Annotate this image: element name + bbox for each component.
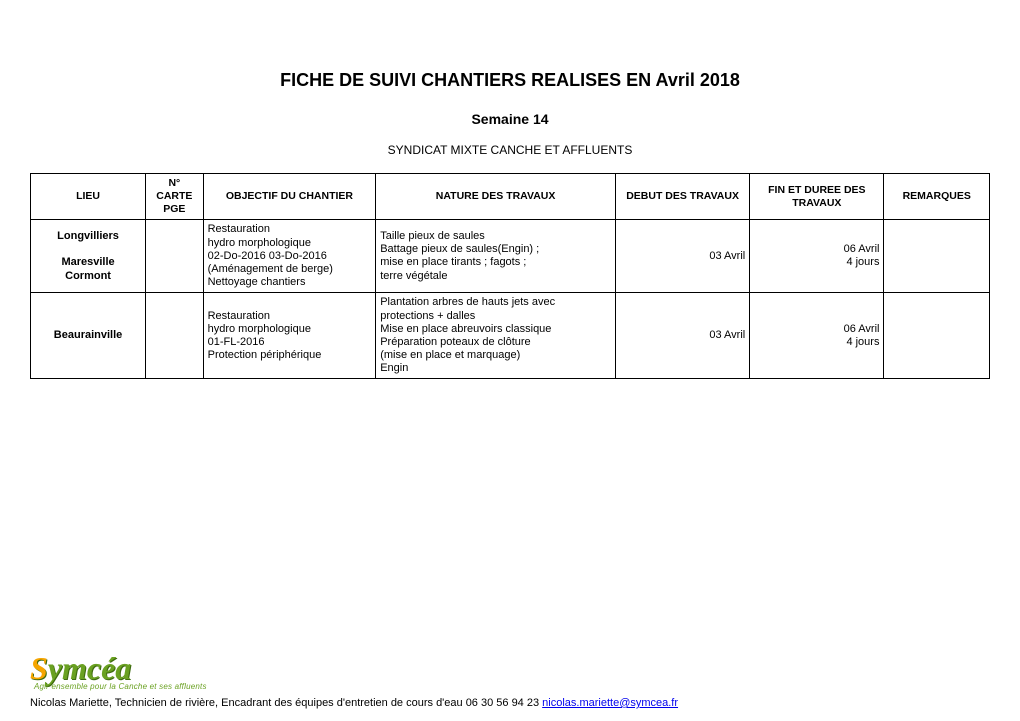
- table-header-row: LIEU N° CARTE PGE OBJECTIF DU CHANTIER N…: [31, 174, 990, 220]
- cell-remarques: [884, 293, 990, 379]
- col-fin: FIN ET DUREE DES TRAVAUX: [750, 174, 884, 220]
- col-remarques: REMARQUES: [884, 174, 990, 220]
- logo-rest: ymcéa: [48, 650, 132, 686]
- cell-objectif: Restauration hydro morphologique 02-Do-2…: [203, 220, 376, 293]
- cell-nature: Plantation arbres de hauts jets avec pro…: [376, 293, 616, 379]
- page-subtitle: Semaine 14: [30, 111, 990, 127]
- logo-text: Symcéa: [30, 650, 131, 686]
- cell-fin: 06 Avril 4 jours: [750, 293, 884, 379]
- cell-lieu: Beaurainville: [31, 293, 146, 379]
- cell-carte: [146, 220, 204, 293]
- cell-remarques: [884, 220, 990, 293]
- document-page: FICHE DE SUIVI CHANTIERS REALISES EN Avr…: [0, 0, 1020, 399]
- logo: Symcéa Agir ensemble pour la Canche et s…: [30, 652, 990, 691]
- footer-text: Nicolas Mariette, Technicien de rivière,…: [30, 697, 542, 709]
- footer: Symcéa Agir ensemble pour la Canche et s…: [30, 652, 990, 709]
- chantiers-table: LIEU N° CARTE PGE OBJECTIF DU CHANTIER N…: [30, 173, 990, 379]
- cell-fin: 06 Avril 4 jours: [750, 220, 884, 293]
- table-row: Beaurainville Restauration hydro morphol…: [31, 293, 990, 379]
- logo-accent-letter: S: [30, 650, 48, 686]
- page-title: FICHE DE SUIVI CHANTIERS REALISES EN Avr…: [30, 70, 990, 91]
- footer-contact: Nicolas Mariette, Technicien de rivière,…: [30, 697, 990, 709]
- table-row: Longvilliers Maresville Cormont Restaura…: [31, 220, 990, 293]
- cell-objectif: Restauration hydro morphologique 01-FL-2…: [203, 293, 376, 379]
- cell-debut: 03 Avril: [615, 293, 749, 379]
- cell-debut: 03 Avril: [615, 220, 749, 293]
- col-nature: NATURE DES TRAVAUX: [376, 174, 616, 220]
- col-objectif: OBJECTIF DU CHANTIER: [203, 174, 376, 220]
- footer-email-link[interactable]: nicolas.mariette@symcea.fr: [542, 697, 678, 709]
- cell-lieu: Longvilliers Maresville Cormont: [31, 220, 146, 293]
- cell-nature: Taille pieux de saules Battage pieux de …: [376, 220, 616, 293]
- cell-carte: [146, 293, 204, 379]
- col-carte: N° CARTE PGE: [146, 174, 204, 220]
- col-lieu: LIEU: [31, 174, 146, 220]
- col-debut: DEBUT DES TRAVAUX: [615, 174, 749, 220]
- org-name: SYNDICAT MIXTE CANCHE ET AFFLUENTS: [30, 143, 990, 157]
- logo-tagline: Agir ensemble pour la Canche et ses affl…: [34, 682, 990, 691]
